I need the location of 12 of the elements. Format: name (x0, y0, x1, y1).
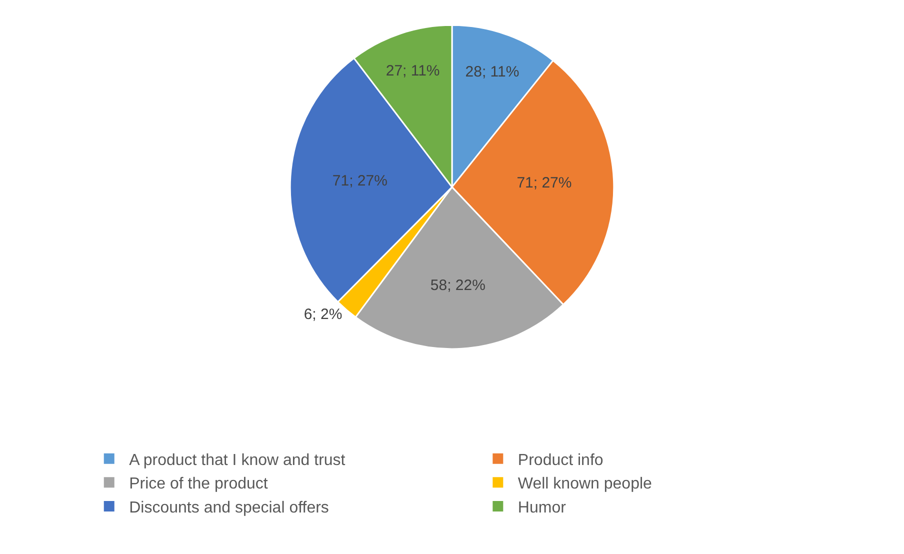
legend-label: Discounts and special offers (129, 499, 329, 516)
data-label: 71; 27% (516, 174, 572, 192)
legend-label: Product info (518, 452, 604, 469)
legend-label: Price of the product (129, 476, 268, 493)
legend-label: A product that I know and trust (129, 452, 346, 469)
data-label: 58; 22% (430, 276, 486, 294)
legend-label: Humor (518, 499, 567, 516)
data-label: 71; 27% (332, 172, 388, 190)
data-label: 27; 11% (386, 62, 440, 80)
data-label: 6; 2% (304, 306, 342, 324)
data-label: 28; 11% (465, 64, 520, 81)
legend-label: Well known people (518, 476, 652, 493)
